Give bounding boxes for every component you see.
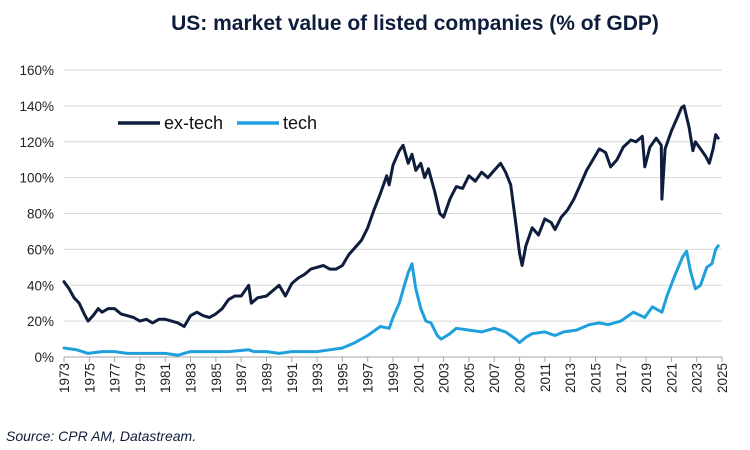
x-tick-label: 2021 <box>664 363 679 393</box>
x-tick-label: 2003 <box>437 363 452 393</box>
x-tick-label: 2023 <box>690 363 705 393</box>
x-tick-label: 1981 <box>158 363 173 393</box>
x-tick-label: 1993 <box>310 363 325 393</box>
y-tick-label: 140% <box>19 99 54 114</box>
x-tick-label: 2005 <box>462 363 477 393</box>
x-axis-ticks: 1973 1975 1977 1979 1981 1983 1985 1987 1989 1991… <box>57 357 730 393</box>
x-tick-label: 1989 <box>259 363 274 393</box>
y-tick-label: 20% <box>27 314 54 329</box>
x-tick-label: 2017 <box>614 363 629 393</box>
x-tick-label: 2001 <box>411 363 426 393</box>
x-tick-label: 1995 <box>335 363 350 393</box>
x-tick-label: 1997 <box>361 363 376 393</box>
y-tick-label: 0% <box>34 350 54 365</box>
x-tick-label: 2009 <box>513 363 528 393</box>
y-tick-label: 100% <box>19 171 54 186</box>
x-tick-label: 2025 <box>715 363 730 393</box>
x-tick-label: 1979 <box>133 363 148 393</box>
series-line-tech <box>62 244 720 357</box>
x-tick-label: 1973 <box>57 363 72 393</box>
x-tick-label: 2007 <box>487 363 502 393</box>
x-tick-label: 1987 <box>234 363 249 393</box>
source-note: Source: CPR AM, Datastream. <box>6 428 197 444</box>
x-tick-label: 1977 <box>108 363 123 393</box>
legend: ex-tech tech <box>118 113 317 133</box>
x-tick-label: 1975 <box>82 363 97 393</box>
legend-label-tech: tech <box>283 113 317 133</box>
legend-label-ex-tech: ex-tech <box>164 113 223 133</box>
x-tick-label: 1983 <box>184 363 199 393</box>
y-tick-label: 40% <box>27 278 54 293</box>
series-line-ex-tech <box>62 104 720 328</box>
y-tick-label: 160% <box>19 63 54 78</box>
x-tick-label: 1991 <box>285 363 300 393</box>
series-lines <box>62 104 720 357</box>
y-tick-label: 80% <box>27 207 54 222</box>
chart-title: US: market value of listed companies (% … <box>171 12 659 35</box>
x-tick-label: 2015 <box>588 363 603 393</box>
x-tick-label: 1999 <box>386 363 401 393</box>
x-tick-label: 2011 <box>538 363 553 392</box>
x-tick-label: 2019 <box>639 363 654 393</box>
x-tick-label: 1985 <box>209 363 224 393</box>
y-tick-label: 120% <box>19 135 54 150</box>
x-tick-label: 2013 <box>563 363 578 393</box>
y-tick-label: 60% <box>27 242 54 257</box>
y-axis-ticks: 0% 20% 40% 60% 80% 100% 120% 140% 160% <box>19 63 54 365</box>
